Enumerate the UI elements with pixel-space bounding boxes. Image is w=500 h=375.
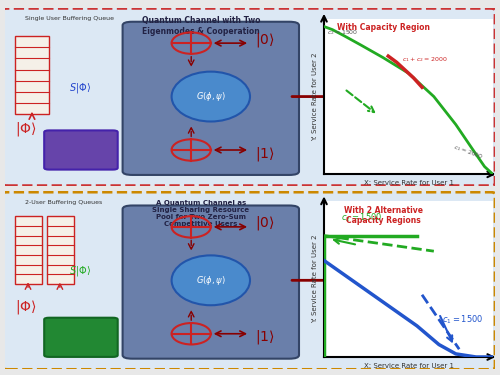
Text: $c_1 = 2000$: $c_1 = 2000$ bbox=[452, 142, 485, 162]
Text: $|1\rangle$: $|1\rangle$ bbox=[255, 328, 274, 346]
Text: With 2 Alternative
Capacity Regions: With 2 Alternative Capacity Regions bbox=[344, 206, 422, 225]
Text: S = Pauli
Gate X: S = Pauli Gate X bbox=[63, 331, 98, 344]
FancyBboxPatch shape bbox=[2, 8, 495, 186]
X-axis label: X: Service Rate for User 1: X: Service Rate for User 1 bbox=[364, 363, 454, 369]
FancyBboxPatch shape bbox=[44, 130, 118, 170]
Text: $c_1 = 1500$: $c_1 = 1500$ bbox=[442, 314, 484, 326]
X-axis label: X: Service Rate for User 1: X: Service Rate for User 1 bbox=[364, 180, 454, 186]
FancyBboxPatch shape bbox=[44, 318, 118, 357]
Text: $G(\phi,\psi)$: $G(\phi,\psi)$ bbox=[196, 274, 226, 287]
Bar bbox=[15, 36, 49, 114]
Text: $|\Psi\rangle$: $|\Psi\rangle$ bbox=[362, 269, 388, 291]
Text: $S|\Phi\rangle$: $S|\Phi\rangle$ bbox=[68, 264, 91, 278]
Text: $|0\rangle$: $|0\rangle$ bbox=[255, 31, 274, 49]
Text: Quantum Channel with Two
Eigenmodes & Cooperation: Quantum Channel with Two Eigenmodes & Co… bbox=[142, 16, 260, 36]
Text: $c_2 = 1500$: $c_2 = 1500$ bbox=[341, 211, 382, 223]
FancyBboxPatch shape bbox=[2, 192, 495, 369]
Ellipse shape bbox=[172, 72, 250, 122]
Text: $|\Psi\rangle$: $|\Psi\rangle$ bbox=[362, 86, 388, 108]
Text: A Quantum Channel as
Single Sharing Resource
Pool for Two Zero-Sum
Competitive U: A Quantum Channel as Single Sharing Reso… bbox=[152, 200, 250, 227]
Text: $|1\rangle$: $|1\rangle$ bbox=[255, 145, 274, 163]
Y-axis label: Y: Service Rate for User 2: Y: Service Rate for User 2 bbox=[312, 235, 318, 323]
Text: $S|\Phi\rangle$: $S|\Phi\rangle$ bbox=[68, 81, 91, 94]
Text: S = Pauli
Gate X: S = Pauli Gate X bbox=[63, 144, 98, 156]
Bar bbox=[15, 216, 42, 284]
Y-axis label: Y: Service Rate for User 2: Y: Service Rate for User 2 bbox=[312, 53, 318, 141]
FancyBboxPatch shape bbox=[122, 22, 299, 175]
FancyBboxPatch shape bbox=[122, 206, 299, 358]
Text: $|\Phi\rangle$: $|\Phi\rangle$ bbox=[15, 298, 36, 316]
Ellipse shape bbox=[172, 255, 250, 305]
Text: $G(\phi,\psi)$: $G(\phi,\psi)$ bbox=[196, 90, 226, 103]
Text: 2-User Buffering Queues: 2-User Buffering Queues bbox=[24, 200, 102, 205]
Text: $c_1+c_2=2000$: $c_1+c_2=2000$ bbox=[402, 55, 448, 64]
Text: With Capacity Region: With Capacity Region bbox=[336, 23, 430, 32]
Text: $|\Phi\rangle$: $|\Phi\rangle$ bbox=[15, 120, 36, 138]
Text: $c_2 = 1500$: $c_2 = 1500$ bbox=[328, 28, 359, 37]
Text: $|0\rangle$: $|0\rangle$ bbox=[255, 214, 274, 232]
Text: Single User Buffering Queue: Single User Buffering Queue bbox=[24, 16, 114, 21]
Bar bbox=[46, 216, 74, 284]
